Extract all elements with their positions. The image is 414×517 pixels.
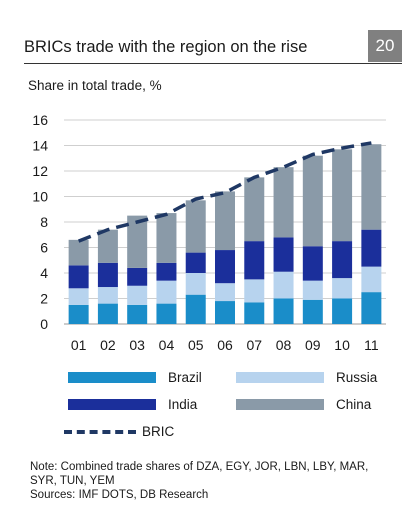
bar-china-05 [185, 200, 206, 253]
y-tick-label: 12 [32, 163, 48, 179]
x-axis-ticks: 01 02 03 04 05 06 07 08 09 10 11 [71, 337, 379, 353]
bar-india-11 [361, 229, 382, 267]
x-tick-label: 01 [71, 337, 87, 353]
bar-india-01 [68, 265, 89, 289]
y-tick-label: 0 [40, 316, 48, 332]
y-tick-label: 10 [32, 189, 48, 205]
legend-label-russia: Russia [336, 370, 378, 385]
bar-india-09 [302, 246, 323, 281]
bars [68, 144, 382, 324]
legend-label-bric: BRIC [142, 424, 175, 439]
legend-label-brazil: Brazil [168, 370, 202, 385]
bar-china-02 [97, 229, 118, 263]
bar-china-04 [156, 213, 177, 263]
x-tick-label: 03 [129, 337, 145, 353]
y-tick-label: 16 [32, 112, 48, 128]
y-tick-label: 4 [40, 265, 48, 281]
y-tick-label: 14 [32, 138, 48, 154]
bar-china-08 [273, 167, 294, 238]
bar-brazil-08 [273, 298, 294, 324]
bar-brazil-03 [127, 304, 148, 324]
bar-brazil-06 [215, 301, 235, 324]
bar-china-10 [332, 149, 353, 242]
bar-russia-03 [127, 285, 148, 305]
bar-russia-06 [215, 283, 235, 302]
bar-brazil-11 [361, 292, 382, 324]
bar-russia-10 [332, 278, 353, 299]
bar-india-05 [185, 252, 206, 273]
bar-brazil-05 [185, 294, 206, 324]
legend-swatch-brazil [68, 372, 156, 383]
bar-brazil-09 [302, 299, 323, 324]
bar-brazil-07 [244, 302, 265, 324]
bar-russia-01 [68, 288, 89, 305]
bar-india-06 [215, 250, 235, 284]
legend-item-bric: BRIC [64, 424, 174, 439]
bar-china-01 [68, 239, 89, 266]
bar-brazil-04 [156, 303, 177, 324]
x-tick-label: 08 [276, 337, 292, 353]
bar-russia-08 [273, 271, 294, 299]
bar-russia-11 [361, 266, 382, 293]
chart-number-badge: 20 [368, 30, 402, 62]
bar-china-06 [215, 191, 235, 251]
footnote-sources: Sources: IMF DOTS, DB Research [30, 489, 209, 501]
bar-china-07 [244, 177, 265, 242]
legend-label-india: India [168, 397, 198, 412]
bar-china-03 [127, 215, 148, 268]
bar-china-11 [361, 144, 382, 230]
chart-title: BRICs trade with the region on the rise [24, 38, 308, 56]
bar-brazil-01 [68, 304, 89, 324]
bar-brazil-10 [332, 298, 353, 324]
x-tick-label: 06 [217, 337, 233, 353]
legend-swatch-china [236, 399, 324, 410]
y-tick-label: 8 [40, 214, 48, 230]
bar-russia-09 [302, 280, 323, 300]
y-tick-label: 6 [40, 240, 48, 256]
footnote-note: Note: Combined trade shares of DZA, EGY,… [30, 461, 369, 487]
x-tick-label: 02 [100, 337, 116, 353]
bar-russia-05 [185, 273, 206, 295]
x-tick-label: 07 [246, 337, 262, 353]
bar-russia-07 [244, 279, 265, 303]
legend-item-china: China [236, 397, 371, 412]
x-tick-label: 09 [305, 337, 321, 353]
bar-india-03 [127, 267, 148, 286]
x-tick-label: 10 [334, 337, 350, 353]
legend-swatch-russia [236, 372, 324, 383]
bar-russia-04 [156, 280, 177, 304]
legend-line-bric [64, 429, 136, 434]
legend-label-china: China [336, 397, 372, 412]
y-axis-ticks: 0 2 4 6 8 10 12 14 16 [32, 112, 48, 332]
title-rule [24, 63, 402, 64]
legend-swatch-india [68, 399, 156, 410]
bric-line [77, 141, 372, 243]
x-tick-label: 05 [188, 337, 204, 353]
bar-india-07 [244, 241, 265, 280]
legend-item-russia: Russia [236, 370, 377, 385]
legend-item-brazil: Brazil [68, 370, 202, 385]
bar-india-10 [332, 241, 353, 279]
bar-india-04 [156, 262, 177, 281]
y-tick-label: 2 [40, 291, 48, 307]
bar-india-08 [273, 237, 294, 272]
bar-india-02 [97, 262, 118, 288]
legend-item-india: India [68, 397, 197, 412]
x-tick-label: 04 [159, 337, 175, 353]
bar-russia-02 [97, 287, 118, 304]
footnote: Note: Combined trade shares of DZA, EGY,… [30, 460, 390, 502]
bar-brazil-02 [97, 303, 118, 324]
x-tick-label: 11 [364, 337, 379, 353]
chart-subtitle: Share in total trade, % [28, 78, 162, 93]
bar-china-09 [302, 155, 323, 247]
legend: Brazil Russia India China BRIC [0, 366, 414, 446]
